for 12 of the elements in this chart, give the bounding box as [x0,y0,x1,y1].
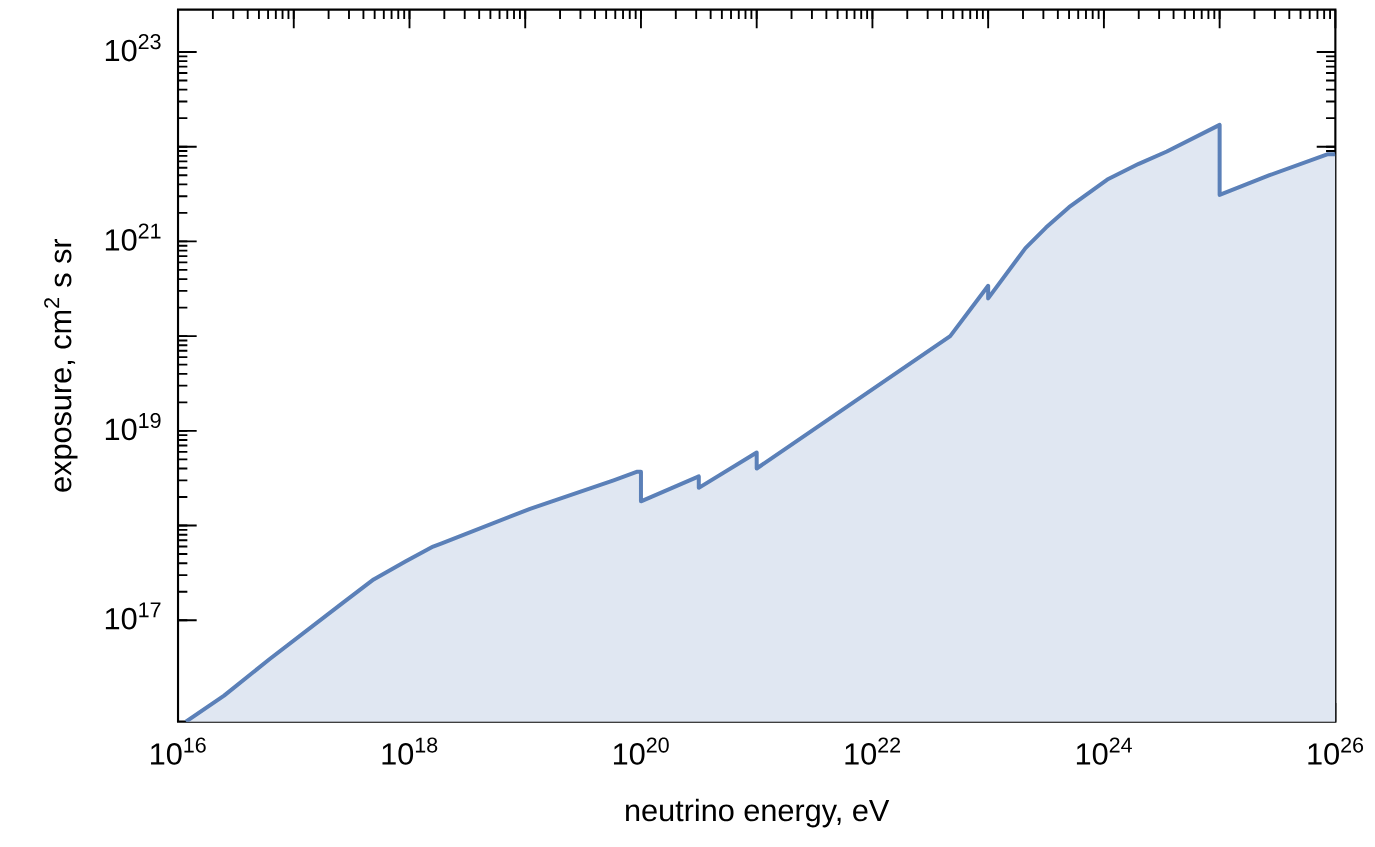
y-tick-label: 10$^{17}$ [105,602,161,630]
x-tick-label: 10$^{16}$ [151,737,206,765]
x-tick-label: 10$^{20}$ [613,737,669,765]
y-tick-label: 10$^{23}$ [105,34,161,62]
x-tick-label: 10$^{24}$ [1076,737,1132,765]
x-tick-label: 10$^{26}$ [1308,737,1364,765]
x-tick-label: 10$^{22}$ [845,737,901,765]
y-axis-title: exposure, cm$^{2}$ s sr [44,238,78,492]
x-axis-title: neutrino energy, eV [626,798,890,828]
x-tick-label: 10$^{18}$ [382,737,438,765]
y-tick-label: 10$^{19}$ [105,412,161,441]
y-tick-label: 10$^{21}$ [105,223,161,251]
